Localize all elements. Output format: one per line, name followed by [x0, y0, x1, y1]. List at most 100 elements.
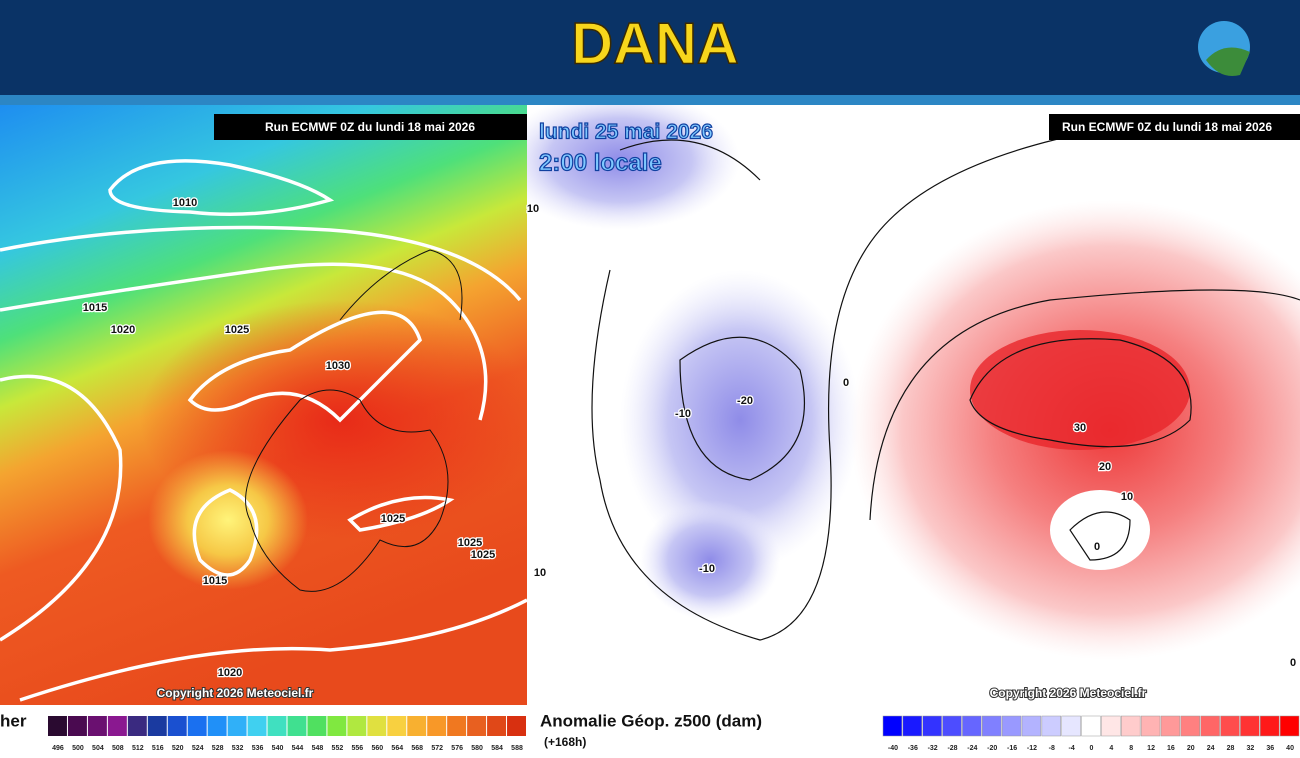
legend-tick: 564	[391, 745, 403, 752]
color-swatch	[1180, 715, 1200, 737]
color-swatch	[87, 716, 107, 736]
legend-tick: 572	[431, 745, 443, 752]
contour-label: -20	[737, 395, 753, 407]
run-label: Run ECMWF 0Z du lundi 18 mai 2026	[265, 120, 475, 134]
color-swatch	[107, 716, 127, 736]
color-swatch	[1001, 715, 1022, 737]
legend-tick: 560	[371, 745, 383, 752]
legend-title: Anomalie Géop. z500 (dam)	[540, 711, 762, 730]
color-swatch	[207, 716, 227, 736]
color-swatch	[367, 716, 387, 736]
legend-tick: 576	[451, 745, 463, 752]
legend-tick: 496	[52, 745, 64, 752]
legend-tick: 36	[1266, 745, 1274, 752]
color-swatch	[287, 716, 307, 736]
legend-subtitle: (+168h)	[544, 735, 586, 749]
contour-label: 20	[1099, 461, 1111, 473]
contour-label: 10	[534, 567, 546, 579]
contour-label: 1025	[458, 537, 482, 549]
color-swatch	[167, 716, 187, 736]
legend-tick: 584	[491, 745, 503, 752]
legend-tick: 532	[232, 745, 244, 752]
legend-tick: 40	[1286, 745, 1294, 752]
header-stripe	[0, 95, 1300, 105]
copyright: Copyright 2026 Meteociel.fr	[157, 686, 314, 700]
contour-label: 1025	[381, 513, 405, 525]
color-swatch	[187, 716, 207, 736]
legend-tick: 540	[272, 745, 284, 752]
color-swatch	[127, 716, 147, 736]
legend-tick: 0	[1090, 745, 1094, 752]
right-map	[527, 105, 1300, 705]
legend-label: her	[0, 711, 27, 730]
color-swatch	[147, 716, 167, 736]
legend-tick: -32	[928, 745, 938, 752]
color-swatch	[347, 716, 367, 736]
color-swatch	[507, 716, 526, 736]
run-label: Run ECMWF 0Z du lundi 18 mai 2026	[1062, 120, 1272, 134]
color-swatch	[1260, 715, 1280, 737]
color-swatch	[327, 716, 347, 736]
legend-tick: 544	[292, 745, 304, 752]
color-swatch	[1220, 715, 1240, 737]
color-swatch	[882, 715, 903, 737]
legend-tick: 520	[172, 745, 184, 752]
legend-tick: -24	[967, 745, 977, 752]
color-swatch	[48, 716, 67, 736]
legend-tick: 552	[332, 745, 344, 752]
color-swatch	[942, 715, 962, 737]
header-title: DANA	[571, 11, 739, 76]
legend-tick: 588	[511, 745, 523, 752]
color-swatch	[982, 715, 1002, 737]
contour-label: 1010	[173, 197, 197, 209]
legend-tick: -12	[1027, 745, 1037, 752]
legend-tick: -16	[1007, 745, 1017, 752]
legend-tick: 508	[112, 745, 124, 752]
map-time: 2:00 locale	[539, 149, 662, 176]
legend-tick: 568	[411, 745, 423, 752]
contour-label: 1020	[111, 324, 135, 336]
legend-tick: 528	[212, 745, 224, 752]
color-swatch	[487, 716, 507, 736]
left-map	[0, 105, 527, 705]
legend-tick: 16	[1167, 745, 1175, 752]
color-swatch	[922, 715, 942, 737]
header-bar	[0, 0, 1300, 95]
color-swatch	[247, 716, 267, 736]
contour-label: 10	[1121, 491, 1133, 503]
color-swatch	[407, 716, 427, 736]
color-swatch	[387, 716, 407, 736]
color-swatch	[1061, 715, 1081, 737]
color-swatch	[1240, 715, 1260, 737]
run-label-box	[214, 114, 527, 140]
color-swatch	[307, 716, 327, 736]
contour-label: 1015	[83, 302, 107, 314]
color-swatch	[962, 715, 982, 737]
legend-tick: -28	[947, 745, 957, 752]
legend-tick: -8	[1049, 745, 1055, 752]
legend-tick: -36	[908, 745, 918, 752]
legend-tick: 24	[1207, 745, 1215, 752]
legend-tick: -20	[987, 745, 997, 752]
contour-label: -10	[699, 563, 715, 575]
contour-label: 1025	[225, 324, 249, 336]
color-swatch	[1121, 715, 1141, 737]
contour-label: 1025	[471, 549, 495, 561]
legend-tick: 512	[132, 745, 144, 752]
color-swatch	[467, 716, 487, 736]
contour-label: 0	[1094, 541, 1100, 553]
legend-tick: -4	[1069, 745, 1075, 752]
run-label-box	[1049, 114, 1300, 140]
legend-tick: 500	[72, 745, 84, 752]
legend-tick: 504	[92, 745, 104, 752]
contour-label: 0	[843, 377, 849, 389]
contour-label: 1015	[203, 575, 227, 587]
legend-tick: 12	[1147, 745, 1155, 752]
color-swatch	[1200, 715, 1220, 737]
color-swatch	[1101, 715, 1121, 737]
contour-label: 30	[1074, 422, 1086, 434]
contour-label: -10	[675, 408, 691, 420]
legend-tick: 20	[1187, 745, 1195, 752]
contour-label: 1020	[218, 667, 242, 679]
